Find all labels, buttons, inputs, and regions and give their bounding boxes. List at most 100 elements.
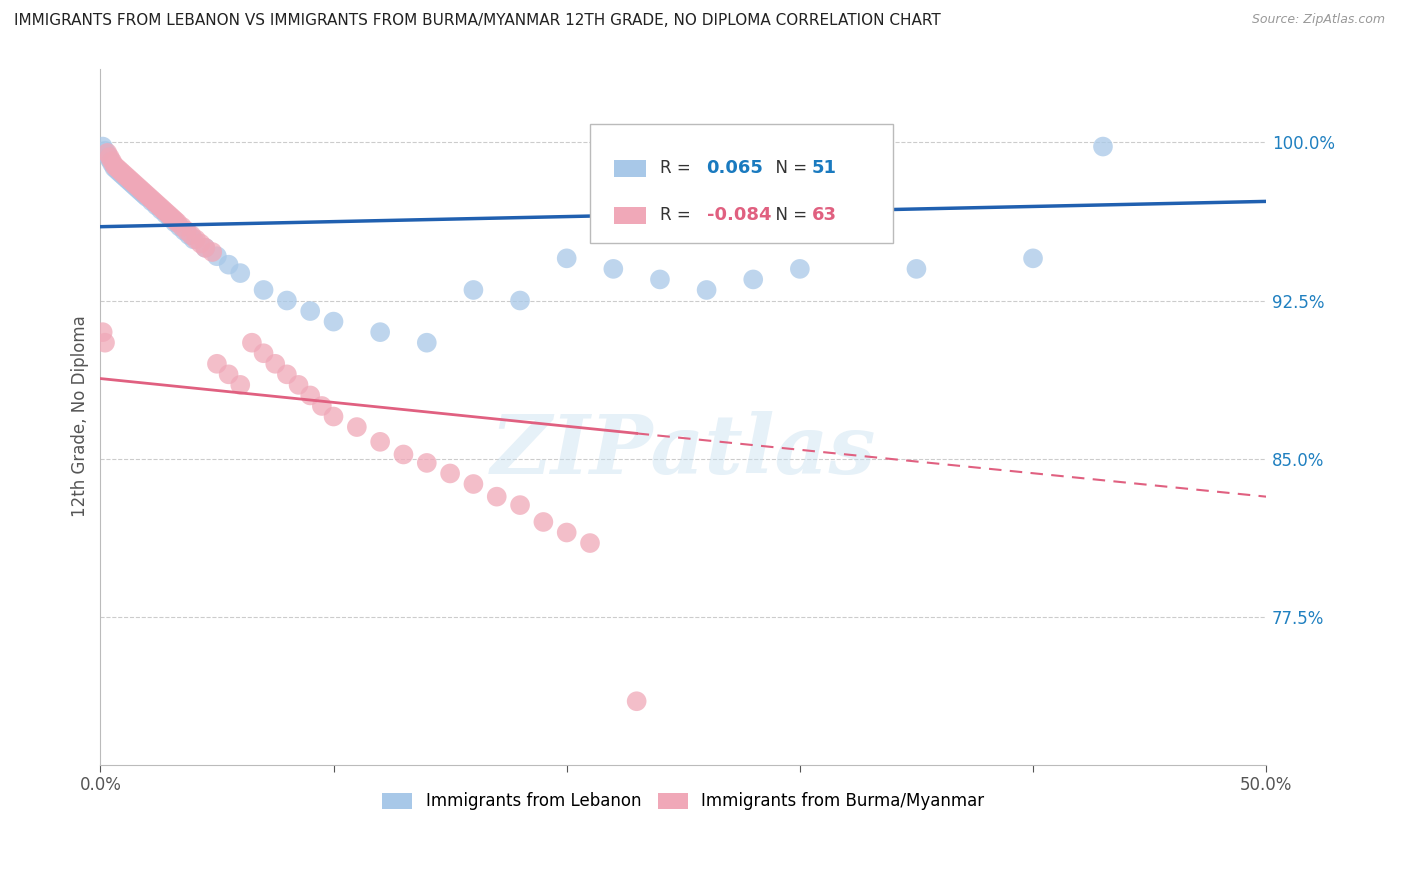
Point [131,186,153,200]
Point [117,173,139,187]
Point [322,315,344,329]
Point [96,148,118,162]
FancyBboxPatch shape [591,124,893,243]
Point [463,283,485,297]
Point [194,241,217,255]
Point [134,186,156,200]
Point [94,144,117,158]
Point [194,241,217,255]
Point [136,188,159,202]
Point [170,219,193,234]
Text: Source: ZipAtlas.com: Source: ZipAtlas.com [1251,13,1385,27]
Point [112,167,135,181]
Point [149,202,172,217]
Point [141,192,163,206]
Text: N =: N = [765,159,813,177]
Point [173,224,195,238]
Text: 51: 51 [811,159,837,177]
FancyBboxPatch shape [614,160,645,177]
Point [509,293,531,308]
Point [98,152,121,166]
Point [159,209,181,223]
Point [322,409,344,424]
Point [152,202,174,217]
Point [311,399,333,413]
Point [120,175,142,189]
Point [148,199,170,213]
Point [183,232,205,246]
Point [205,357,228,371]
Point [166,215,188,229]
Point [141,194,163,209]
Text: N =: N = [765,206,813,224]
Point [276,293,298,308]
Point [218,368,240,382]
Point [229,377,252,392]
Point [648,272,671,286]
Point [124,178,146,192]
Point [103,159,125,173]
Legend: Immigrants from Lebanon, Immigrants from Burma/Myanmar: Immigrants from Lebanon, Immigrants from… [377,788,990,815]
Point [134,188,156,202]
Point [143,194,166,209]
Text: IMMIGRANTS FROM LEBANON VS IMMIGRANTS FROM BURMA/MYANMAR 12TH GRADE, NO DIPLOMA : IMMIGRANTS FROM LEBANON VS IMMIGRANTS FR… [14,13,941,29]
Point [122,175,145,189]
Point [105,162,128,177]
Point [122,178,145,192]
Point [439,467,461,481]
Point [169,219,191,234]
Point [229,266,252,280]
Point [1091,139,1114,153]
Point [180,228,202,243]
Point [177,228,200,243]
Point [184,232,207,246]
Point [276,368,298,382]
Point [299,304,322,318]
Point [531,515,554,529]
Point [145,196,167,211]
Point [240,335,263,350]
Point [190,236,212,251]
Point [156,207,179,221]
Point [115,169,138,183]
Point [163,215,186,229]
Point [145,199,167,213]
Point [163,213,186,227]
Point [201,245,224,260]
Point [509,498,531,512]
Point [162,211,184,226]
Point [299,388,322,402]
Point [127,182,149,196]
Point [555,252,578,266]
Point [127,179,149,194]
Point [264,357,287,371]
Point [108,165,131,179]
Point [155,207,177,221]
Point [91,139,114,153]
Point [110,165,132,179]
Point [416,456,439,470]
Point [117,171,139,186]
Text: 0.065: 0.065 [707,159,763,177]
Point [108,162,131,177]
Point [346,420,368,434]
Point [287,377,309,392]
Point [149,201,172,215]
Point [392,448,415,462]
Point [159,211,181,226]
Point [94,335,117,350]
Point [368,325,391,339]
Point [112,169,135,183]
Point [252,283,274,297]
Point [138,190,160,204]
Point [129,184,152,198]
Text: -0.084: -0.084 [707,206,770,224]
Point [218,258,240,272]
Point [155,205,177,219]
Point [252,346,274,360]
Point [103,161,125,175]
Point [101,154,124,169]
Point [115,171,138,186]
Point [131,184,153,198]
Point [555,525,578,540]
